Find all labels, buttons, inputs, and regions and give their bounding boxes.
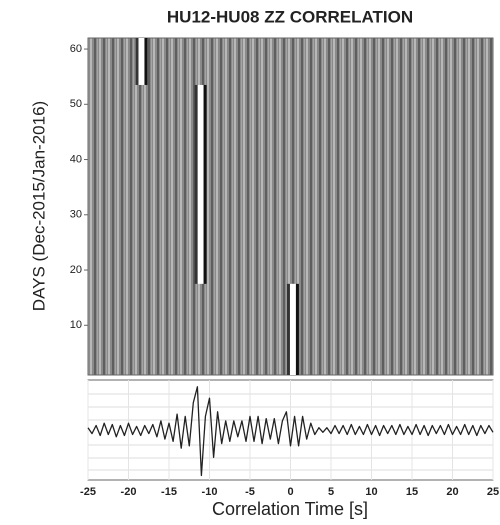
y-axis-label: DAYS (Dec-2015/Jan-2016) [29, 101, 48, 311]
peak-shadow [295, 283, 299, 375]
peak-shadow [144, 38, 148, 85]
x-tick-label: -5 [245, 486, 255, 498]
x-axis-label: Correlation Time [s] [212, 499, 368, 519]
x-tick-label: 15 [406, 486, 418, 498]
peak-shadow [286, 283, 290, 375]
peak-shadow [135, 38, 139, 85]
x-tick-label: -20 [121, 486, 137, 498]
chart-title: HU12-HU08 ZZ CORRELATION [167, 7, 413, 26]
y-tick-label: 30 [70, 209, 82, 221]
correlation-peak [138, 38, 145, 85]
y-tick-label: 40 [70, 153, 82, 165]
y-tick-label: 50 [70, 98, 82, 110]
x-tick-label: 10 [365, 486, 377, 498]
peak-shadow [203, 84, 207, 284]
x-tick-label: 25 [487, 486, 499, 498]
trace [87, 386, 494, 477]
x-tick-label: 0 [287, 486, 293, 498]
correlation-peak [289, 283, 296, 375]
x-tick-label: -10 [202, 486, 218, 498]
y-tick-label: 10 [70, 319, 82, 331]
x-tick-label: -25 [80, 486, 96, 498]
y-tick-label: 20 [70, 264, 82, 276]
x-tick-label: 20 [446, 486, 458, 498]
y-tick-label: 60 [70, 43, 82, 55]
correlation-peak [197, 84, 204, 284]
peak-shadow [194, 84, 198, 284]
x-tick-label: -15 [161, 486, 177, 498]
x-tick-label: 5 [328, 486, 334, 498]
